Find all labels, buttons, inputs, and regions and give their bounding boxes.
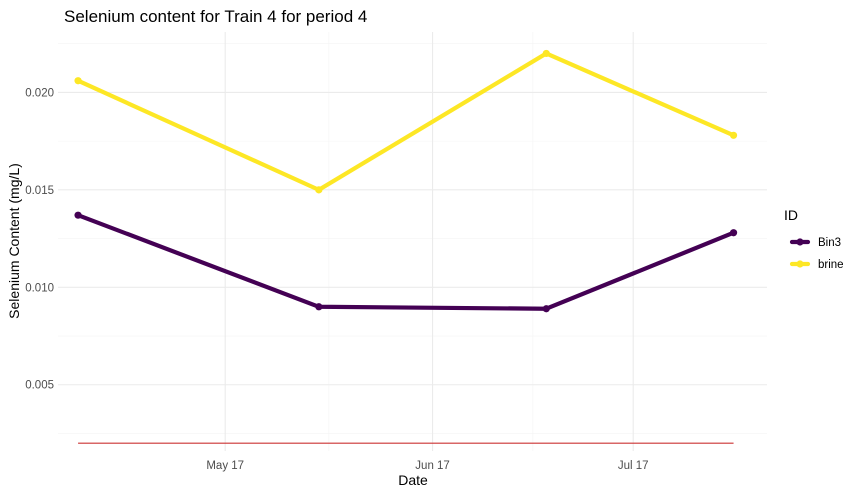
data-point-brine: [74, 77, 82, 85]
data-point-bin3: [74, 211, 82, 219]
data-point-bin3: [315, 303, 323, 311]
y-tick-label: 0.005: [25, 380, 54, 392]
chart-title: Selenium content for Train 4 for period …: [64, 7, 367, 26]
legend-label-bin3: Bin3: [818, 237, 841, 249]
y-tick-label: 0.010: [25, 282, 54, 294]
x-tick-labels: May 17 Jun 17 Jul 17: [206, 460, 648, 472]
legend-key-point-brine: [796, 260, 804, 268]
data-point-brine: [729, 131, 738, 139]
legend-label-brine: brine: [818, 259, 844, 271]
y-axis-title: Selenium Content (mg/L): [6, 163, 22, 319]
data-point-brine: [542, 49, 550, 58]
legend: ID Bin3 brine: [784, 207, 844, 271]
legend-key-point-bin3: [796, 238, 804, 246]
series-line-bin3: [75, 213, 736, 311]
data-point-bin3: [542, 305, 550, 313]
grid: [58, 32, 767, 451]
x-axis-title: Date: [398, 472, 428, 488]
y-tick-label: 0.015: [25, 185, 54, 197]
y-tick-label: 0.020: [25, 87, 54, 99]
x-tick-label: Jun 17: [415, 460, 450, 472]
data-point-brine: [315, 186, 323, 194]
x-tick-label: Jul 17: [618, 460, 649, 472]
x-tick-label: May 17: [206, 460, 244, 472]
y-tick-labels: 0.005 0.010 0.015 0.020: [25, 87, 54, 391]
series-line-brine: [75, 51, 736, 192]
series-group: [74, 49, 738, 313]
legend-title: ID: [784, 207, 798, 223]
data-point-bin3: [729, 229, 738, 237]
